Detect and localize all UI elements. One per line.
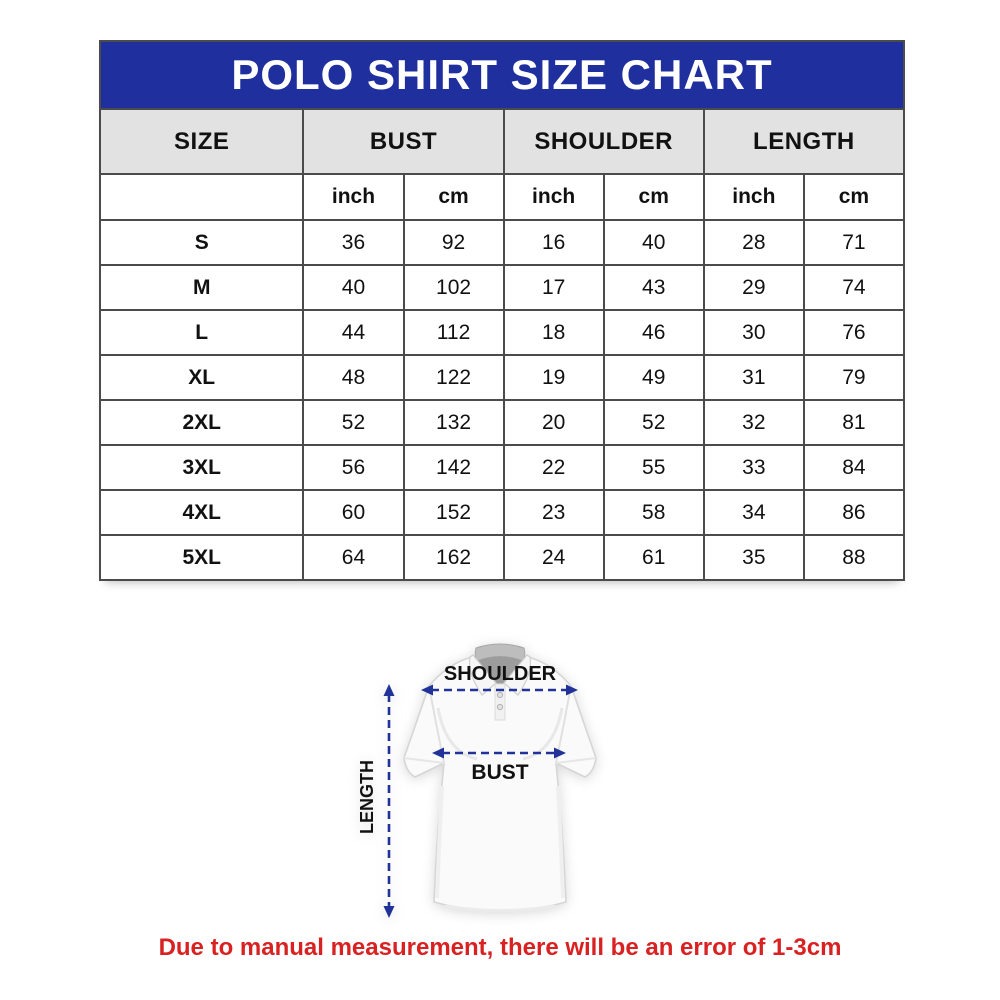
bust-arrow-label: BUST xyxy=(471,761,528,784)
cell-shoulder-cm: 46 xyxy=(602,309,705,356)
cell-length-cm: 86 xyxy=(802,489,906,536)
cell-shoulder-inch: 16 xyxy=(502,219,605,266)
polo-shirt-illustration: SHOULDER BUST LENGTH xyxy=(357,643,597,918)
unit-shoulder-cm: cm xyxy=(602,173,705,221)
cell-length-inch: 35 xyxy=(702,534,805,581)
cell-bust-inch: 52 xyxy=(302,399,405,446)
unit-header-row: inch cm inch cm inch cm xyxy=(98,173,906,221)
cell-shoulder-inch: 17 xyxy=(502,264,605,311)
cell-length-inch: 34 xyxy=(702,489,805,536)
length-arrow xyxy=(383,684,395,918)
button-icon xyxy=(496,703,504,711)
cell-bust-inch: 44 xyxy=(302,309,405,356)
size-label: XL xyxy=(98,354,305,401)
shoulder-arrow-label: SHOULDER xyxy=(444,663,557,685)
table-row-l: L 44 112 18 46 30 76 xyxy=(98,309,906,356)
cell-shoulder-cm: 43 xyxy=(602,264,705,311)
cell-length-cm: 74 xyxy=(802,264,906,311)
cell-bust-cm: 162 xyxy=(402,534,505,581)
cell-shoulder-cm: 52 xyxy=(602,399,705,446)
table-row-5xl: 5XL 64 162 24 61 35 88 xyxy=(98,534,906,581)
cell-shoulder-inch: 22 xyxy=(502,444,605,491)
measurement-diagram: SHOULDER BUST LENGTH xyxy=(345,636,655,936)
cell-bust-cm: 152 xyxy=(402,489,505,536)
cell-length-cm: 81 xyxy=(802,399,906,446)
shoulder-arrow xyxy=(421,684,578,696)
cell-shoulder-inch: 18 xyxy=(502,309,605,356)
table-row-3xl: 3XL 56 142 22 55 33 84 xyxy=(98,444,906,491)
cell-shoulder-cm: 58 xyxy=(602,489,705,536)
cell-length-inch: 32 xyxy=(702,399,805,446)
polo-shirt-icon xyxy=(403,643,597,912)
unit-length-cm: cm xyxy=(802,173,906,221)
cell-length-cm: 79 xyxy=(802,354,906,401)
cell-shoulder-cm: 49 xyxy=(602,354,705,401)
header-shoulder: SHOULDER xyxy=(502,108,705,175)
cell-shoulder-inch: 20 xyxy=(502,399,605,446)
cell-bust-inch: 48 xyxy=(302,354,405,401)
cell-length-inch: 28 xyxy=(702,219,805,266)
cell-length-cm: 76 xyxy=(802,309,906,356)
cell-length-inch: 33 xyxy=(702,444,805,491)
size-label: M xyxy=(98,264,305,311)
button-icon xyxy=(496,691,504,699)
cell-bust-cm: 132 xyxy=(402,399,505,446)
cell-length-inch: 29 xyxy=(702,264,805,311)
table-row-xl: XL 48 122 19 49 31 79 xyxy=(98,354,906,401)
cell-length-cm: 71 xyxy=(802,219,906,266)
table-row-4xl: 4XL 60 152 23 58 34 86 xyxy=(98,489,906,536)
measurement-disclaimer: Due to manual measurement, there will be… xyxy=(158,934,842,961)
cell-bust-inch: 64 xyxy=(302,534,405,581)
chart-title: POLO SHIRT SIZE CHART xyxy=(231,51,773,98)
cell-bust-cm: 142 xyxy=(402,444,505,491)
cell-length-cm: 84 xyxy=(802,444,906,491)
size-label: 3XL xyxy=(98,444,305,491)
cell-bust-cm: 122 xyxy=(402,354,505,401)
size-label: S xyxy=(98,219,305,266)
size-table: SIZE BUST SHOULDER LENGTH inch cm inch c… xyxy=(98,108,906,581)
cell-bust-cm: 92 xyxy=(402,219,505,266)
bust-arrow xyxy=(432,747,566,759)
cell-bust-inch: 40 xyxy=(302,264,405,311)
size-label: L xyxy=(98,309,305,356)
cell-shoulder-cm: 55 xyxy=(602,444,705,491)
unit-length-inch: inch xyxy=(702,173,805,221)
size-label: 4XL xyxy=(98,489,305,536)
table-row-m: M 40 102 17 43 29 74 xyxy=(98,264,906,311)
unit-bust-inch: inch xyxy=(302,173,405,221)
size-label: 5XL xyxy=(98,534,305,581)
cell-length-cm: 88 xyxy=(802,534,906,581)
cell-shoulder-inch: 19 xyxy=(502,354,605,401)
table-header-row: SIZE BUST SHOULDER LENGTH xyxy=(98,108,906,175)
unit-shoulder-inch: inch xyxy=(502,173,605,221)
cell-bust-inch: 36 xyxy=(302,219,405,266)
cell-bust-inch: 60 xyxy=(302,489,405,536)
table-row-2xl: 2XL 52 132 20 52 32 81 xyxy=(98,399,906,446)
cell-shoulder-cm: 61 xyxy=(602,534,705,581)
cell-bust-cm: 102 xyxy=(402,264,505,311)
length-arrow-label: LENGTH xyxy=(357,760,377,834)
unit-empty-cell xyxy=(98,173,305,221)
cell-length-inch: 30 xyxy=(702,309,805,356)
chart-title-bar: POLO SHIRT SIZE CHART xyxy=(99,40,905,108)
header-size: SIZE xyxy=(98,108,305,175)
cell-shoulder-inch: 23 xyxy=(502,489,605,536)
cell-bust-inch: 56 xyxy=(302,444,405,491)
size-chart: POLO SHIRT SIZE CHART SIZE BUST SHOULDER… xyxy=(98,40,906,581)
header-bust: BUST xyxy=(302,108,505,175)
size-label: 2XL xyxy=(98,399,305,446)
table-row-s: S 36 92 16 40 28 71 xyxy=(98,219,906,266)
header-length: LENGTH xyxy=(702,108,906,175)
cell-shoulder-inch: 24 xyxy=(502,534,605,581)
unit-bust-cm: cm xyxy=(402,173,505,221)
cell-length-inch: 31 xyxy=(702,354,805,401)
cell-bust-cm: 112 xyxy=(402,309,505,356)
cell-shoulder-cm: 40 xyxy=(602,219,705,266)
